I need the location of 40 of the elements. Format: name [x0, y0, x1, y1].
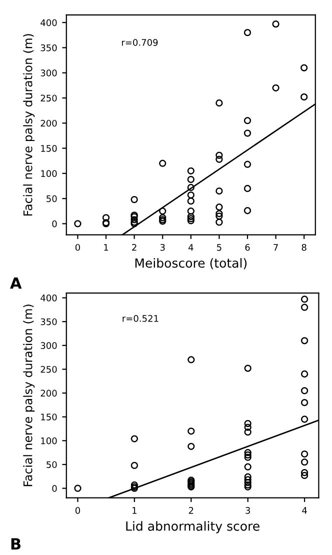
y-tick-label: 0: [52, 485, 57, 492]
y-tick-label: 200: [40, 120, 57, 127]
y-tick-label: 250: [40, 94, 57, 102]
x-tick-label: 1: [104, 244, 108, 251]
y-axis-title: Facial nerve palsy duration (m): [23, 304, 35, 486]
annotation: r=0.709: [122, 39, 158, 46]
x-tick-label: 5: [217, 244, 222, 251]
y-tick-label: 200: [40, 390, 57, 397]
y-tick-label: 50: [46, 195, 57, 202]
x-tick-label: 4: [302, 507, 307, 514]
x-tick-label: 2: [188, 507, 194, 514]
y-tick-label: 100: [41, 437, 57, 444]
y-tick-label: 50: [46, 461, 57, 468]
text: B: [11, 538, 21, 550]
y-tick-label: 400: [40, 19, 57, 26]
y-tick-label: 350: [40, 44, 57, 52]
x-tick-label: 8: [302, 244, 306, 251]
y-tick-label: 150: [41, 144, 57, 152]
text: A: [10, 277, 22, 289]
y-tick-label: 300: [40, 342, 57, 349]
x-tick-label: 4: [188, 244, 194, 251]
y-tick-label: 300: [40, 70, 57, 76]
y-tick-label: 0: [52, 220, 57, 228]
y-tick-label: 150: [41, 414, 57, 420]
x-axis-title: Lid abnormality score: [126, 521, 260, 534]
x-tick-label: 2: [132, 244, 136, 251]
y-tick-label: 350: [40, 318, 57, 326]
x-tick-label: 0: [75, 507, 80, 514]
y-tick-label: 100: [41, 170, 57, 177]
y-tick-label: 400: [40, 294, 57, 302]
x-tick-label: 1: [132, 507, 136, 514]
x-tick-label: 7: [274, 244, 278, 251]
x-axis-title: Meiboscore (total): [135, 258, 247, 270]
y-axis-title: Facial nerve palsy duration (m): [23, 34, 35, 216]
x-tick-label: 3: [246, 507, 250, 514]
x-tick-label: 6: [245, 244, 250, 251]
annotation: r=0.521: [122, 315, 158, 322]
x-tick-label: 3: [160, 244, 165, 251]
x-tick-label: 0: [75, 244, 80, 251]
y-tick-label: 250: [40, 366, 57, 373]
